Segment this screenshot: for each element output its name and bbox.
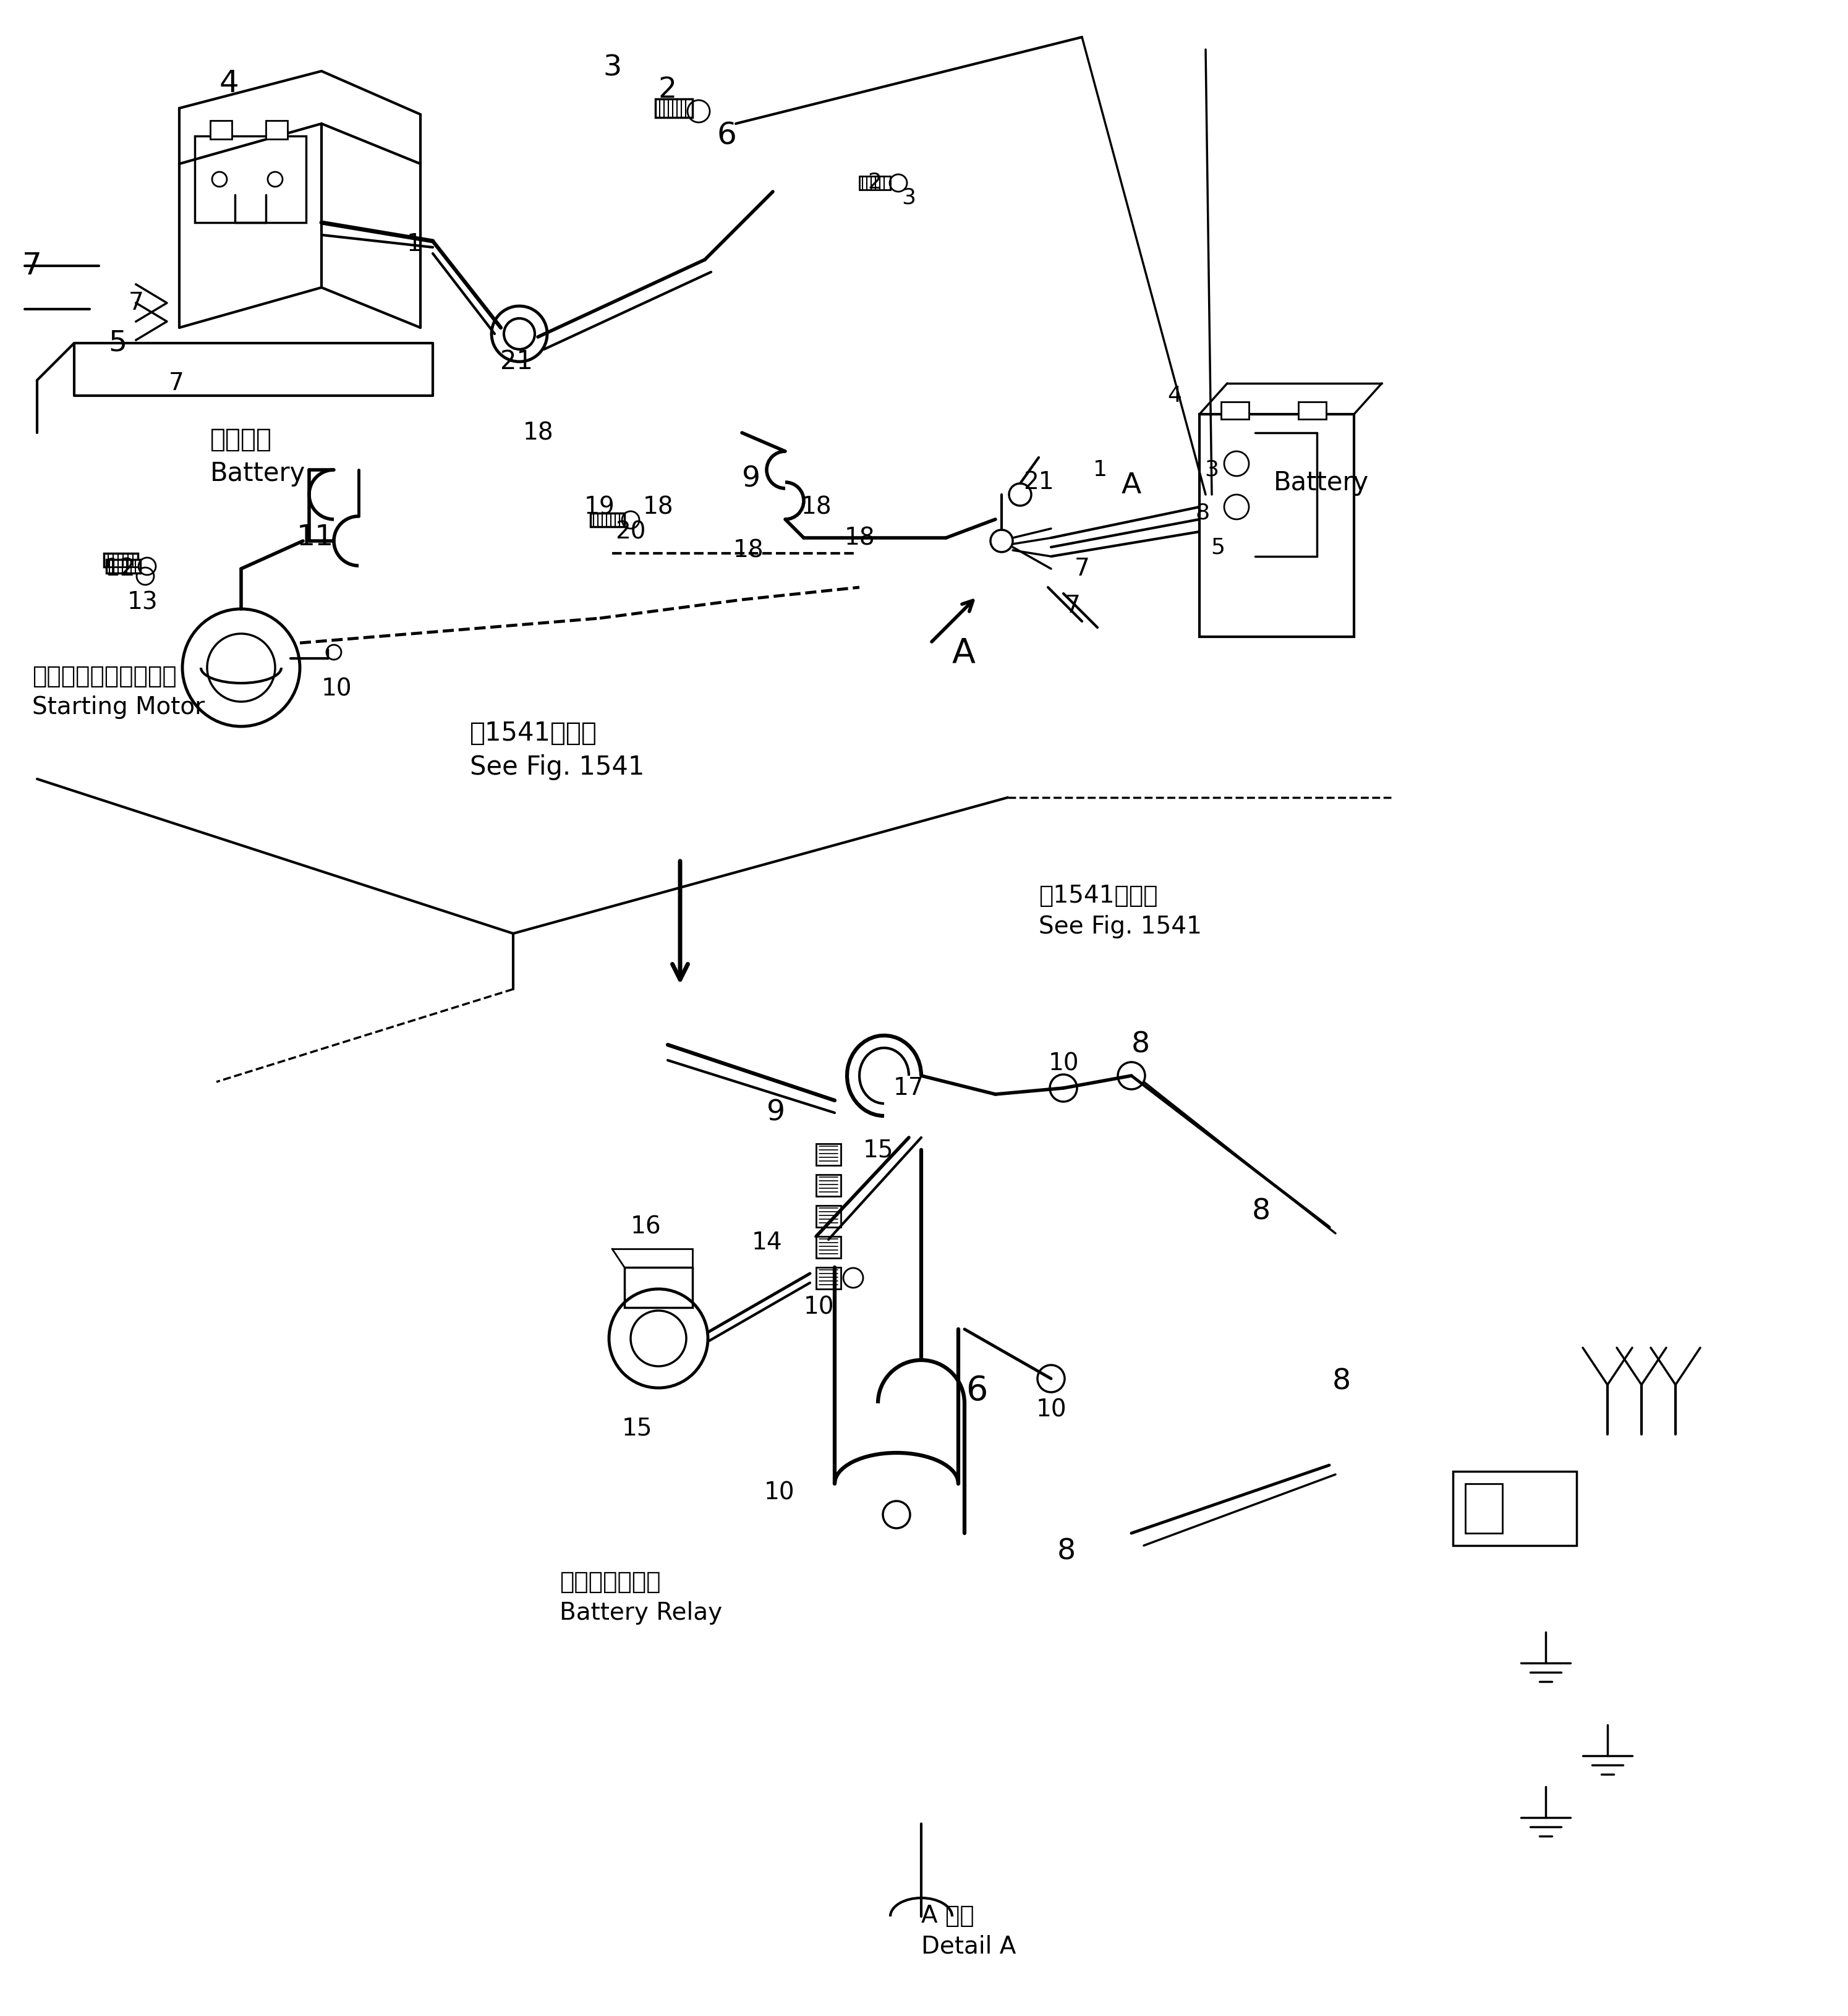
Bar bbox=[817, 1236, 841, 1258]
Text: 8: 8 bbox=[1057, 1538, 1076, 1566]
Bar bbox=[194, 135, 307, 222]
Text: 13: 13 bbox=[128, 591, 157, 615]
Text: 15: 15 bbox=[621, 1417, 652, 1439]
Bar bbox=[266, 121, 288, 139]
Text: 10: 10 bbox=[322, 677, 353, 702]
Text: 3: 3 bbox=[602, 54, 621, 83]
Bar bbox=[1453, 1472, 1576, 1546]
Text: 18: 18 bbox=[845, 526, 874, 550]
Bar bbox=[859, 175, 891, 190]
Text: 21: 21 bbox=[501, 349, 532, 375]
Bar bbox=[817, 1206, 841, 1228]
Text: 7: 7 bbox=[128, 290, 144, 314]
Text: A: A bbox=[1122, 472, 1142, 500]
Bar bbox=[1222, 401, 1249, 419]
Text: 10: 10 bbox=[804, 1296, 835, 1318]
Text: 10: 10 bbox=[1035, 1397, 1066, 1421]
Bar bbox=[1465, 1484, 1502, 1534]
Bar bbox=[103, 552, 139, 566]
Text: A 以下
Detail A: A 以下 Detail A bbox=[920, 1903, 1016, 1958]
Bar bbox=[817, 1268, 841, 1288]
Text: 12: 12 bbox=[105, 556, 137, 581]
Text: 15: 15 bbox=[863, 1139, 893, 1161]
Text: 8: 8 bbox=[1196, 502, 1210, 524]
Text: 8: 8 bbox=[1251, 1198, 1271, 1226]
Text: 3: 3 bbox=[1205, 460, 1220, 480]
Text: 7: 7 bbox=[22, 252, 43, 280]
Text: 7: 7 bbox=[1074, 556, 1090, 581]
Text: バッテリリレー
Battery Relay: バッテリリレー Battery Relay bbox=[560, 1570, 723, 1625]
Text: 10: 10 bbox=[1048, 1052, 1079, 1075]
Bar bbox=[591, 514, 625, 526]
Bar bbox=[817, 1143, 841, 1165]
Bar bbox=[817, 1175, 841, 1195]
Text: 6: 6 bbox=[717, 121, 736, 151]
Text: 2: 2 bbox=[869, 171, 881, 194]
Bar bbox=[625, 1268, 693, 1308]
Text: 4: 4 bbox=[218, 69, 238, 99]
Text: Battery: Battery bbox=[1273, 470, 1369, 496]
Bar bbox=[1299, 401, 1327, 419]
Text: 18: 18 bbox=[643, 496, 675, 518]
Text: 18: 18 bbox=[523, 421, 553, 444]
Text: 3: 3 bbox=[902, 187, 917, 208]
Text: 8: 8 bbox=[1131, 1030, 1149, 1058]
Bar bbox=[1199, 413, 1355, 637]
Text: 14: 14 bbox=[752, 1232, 782, 1254]
Text: 1: 1 bbox=[1094, 460, 1107, 480]
Text: A: A bbox=[952, 637, 976, 669]
Text: 17: 17 bbox=[893, 1077, 924, 1101]
Text: 4: 4 bbox=[1168, 385, 1183, 405]
Text: 18: 18 bbox=[734, 538, 763, 562]
Text: 16: 16 bbox=[630, 1216, 662, 1240]
Text: 第1541図参照
See Fig. 1541: 第1541図参照 See Fig. 1541 bbox=[469, 720, 645, 780]
Bar bbox=[656, 99, 693, 117]
Text: スターティングモータ
Starting Motor: スターティングモータ Starting Motor bbox=[31, 665, 205, 720]
Text: 8: 8 bbox=[1332, 1367, 1351, 1395]
Bar bbox=[211, 121, 231, 139]
Text: 7: 7 bbox=[1064, 595, 1081, 617]
Text: 18: 18 bbox=[800, 496, 832, 518]
Text: 21: 21 bbox=[1024, 470, 1053, 494]
Text: 2: 2 bbox=[658, 77, 676, 103]
Text: バッテリ
Battery: バッテリ Battery bbox=[211, 427, 305, 486]
Text: 19: 19 bbox=[584, 496, 615, 518]
Text: 5: 5 bbox=[109, 329, 128, 357]
Text: 20: 20 bbox=[615, 520, 647, 544]
Bar bbox=[107, 560, 140, 573]
Text: 第1541図参照
See Fig. 1541: 第1541図参照 See Fig. 1541 bbox=[1039, 885, 1201, 939]
Text: 9: 9 bbox=[767, 1099, 785, 1127]
Text: 11: 11 bbox=[298, 524, 334, 552]
Text: 7: 7 bbox=[168, 371, 185, 395]
Text: 5: 5 bbox=[1210, 536, 1225, 558]
Text: 9: 9 bbox=[741, 466, 761, 494]
Text: 10: 10 bbox=[763, 1482, 795, 1504]
Text: 1: 1 bbox=[407, 232, 421, 256]
Text: 6: 6 bbox=[967, 1375, 989, 1407]
